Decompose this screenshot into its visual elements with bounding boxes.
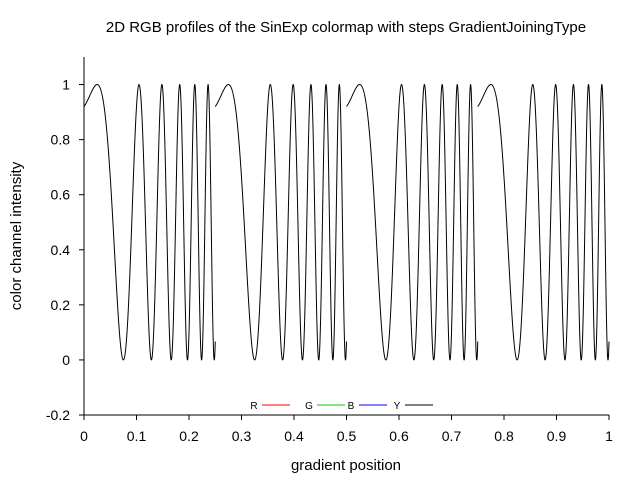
- x-axis-label: gradient position: [291, 457, 401, 474]
- y-tick-label: -0.2: [46, 407, 70, 423]
- x-tick-label: 0.2: [179, 428, 199, 444]
- y-axis-label: color channel intensity: [8, 161, 25, 310]
- profile-line-segment: [214, 83, 347, 361]
- x-tick-label: 0.4: [284, 428, 304, 444]
- x-tick-label: 0.8: [494, 428, 514, 444]
- y-tick-label: 0.2: [51, 297, 71, 313]
- x-tick-label: 0.1: [127, 428, 147, 444]
- y-tick-label: 0.6: [51, 187, 71, 203]
- legend-label: G: [305, 401, 313, 412]
- x-tick-label: 0.3: [232, 428, 252, 444]
- y-tick-label: 0.4: [51, 242, 71, 258]
- x-tick-label: 0.5: [337, 428, 357, 444]
- y-tick-label: 0: [62, 352, 70, 368]
- profile-line-segment: [477, 83, 610, 361]
- profile-line-segment: [346, 83, 479, 361]
- x-tick-label: 0.7: [442, 428, 462, 444]
- legend-label: Y: [394, 401, 401, 412]
- x-tick-label: 0: [80, 428, 88, 444]
- chart-title: 2D RGB profiles of the SinExp colormap w…: [106, 19, 586, 36]
- x-tick-label: 0.6: [389, 428, 409, 444]
- axis-ticks: 0 0.1 0.2 0.3 0.4 0.5 0.6 0.7 0.8 0.9 1 -0.2 0 0.2 0.4…: [46, 77, 613, 444]
- legend-label: R: [250, 401, 257, 412]
- plot-area: [83, 83, 610, 361]
- x-tick-label: 1: [605, 428, 613, 444]
- legend-label: B: [348, 401, 355, 412]
- y-tick-label: 1: [62, 77, 70, 93]
- y-tick-label: 0.8: [51, 132, 71, 148]
- x-tick-label: 0.9: [547, 428, 567, 444]
- profile-line-segment: [83, 83, 216, 361]
